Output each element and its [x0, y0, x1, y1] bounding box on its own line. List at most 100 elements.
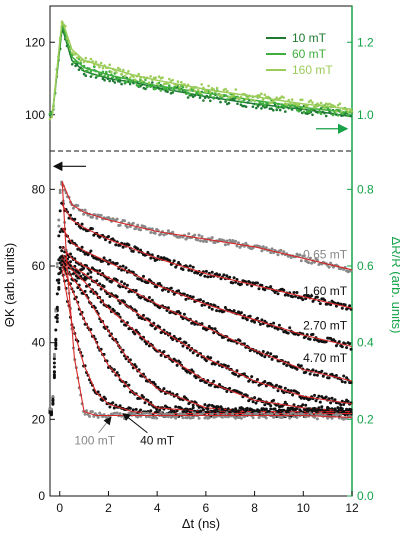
bottom-data-point: [276, 389, 280, 393]
top-data-point: [273, 101, 277, 105]
top-left-y-tick-label: 120: [25, 35, 45, 49]
top-data-point: [76, 60, 79, 64]
bottom-data-point: [248, 281, 252, 285]
bottom-data-point: [153, 231, 157, 235]
bottom-data-point: [124, 380, 128, 384]
bottom-data-point: [57, 224, 61, 228]
top-data-point: [237, 97, 241, 100]
top-data-point: [128, 76, 132, 80]
bottom-data-point: [295, 416, 299, 419]
bottom-data-point: [215, 309, 219, 313]
bottom-data-point: [318, 302, 322, 306]
bottom-data-point: [193, 411, 197, 415]
bottom-data-point: [324, 395, 328, 399]
top-data-point: [147, 81, 151, 84]
bottom-data-point: [180, 412, 183, 416]
top-data-point: [263, 104, 267, 107]
bottom-data-point: [162, 350, 166, 354]
bottom-data-point: [201, 411, 205, 415]
bottom-data-point: [334, 344, 338, 348]
bottom-data-point: [80, 222, 84, 226]
top-data-point: [120, 72, 123, 76]
bottom-data-point: [330, 416, 334, 420]
bottom-data-point: [124, 266, 128, 270]
top-data-point: [156, 82, 159, 86]
bottom-data-point: [310, 294, 314, 298]
top-data-point: [168, 84, 171, 87]
bottom-data-point: [54, 309, 58, 313]
bottom-data-point: [185, 293, 189, 297]
bottom-data-point: [60, 263, 64, 267]
bottom-data-point: [134, 226, 138, 230]
bottom-data-point: [231, 281, 235, 285]
bottom-data-point: [226, 407, 230, 411]
bottom-data-point: [83, 289, 87, 293]
bottom-data-point: [95, 216, 99, 220]
bottom-data-point: [203, 403, 207, 407]
left-y-tick-label: 20: [32, 412, 46, 426]
bottom-data-point: [90, 227, 94, 231]
top-data-point: [58, 36, 62, 40]
top-data-point: [89, 57, 93, 61]
bottom-data-point: [58, 188, 62, 192]
bottom-data-point: [108, 405, 112, 409]
right-y-tick-label: 0.6: [357, 259, 374, 273]
bottom-data-point: [82, 212, 86, 216]
top-data-point: [273, 98, 277, 101]
top-data-point: [53, 88, 57, 91]
bottom-data-point: [171, 338, 175, 341]
bottom-data-point: [60, 254, 64, 258]
top-right-y-tick-label: 1.0: [357, 108, 374, 122]
bottom-data-point: [184, 341, 188, 345]
bottom-data-point: [228, 410, 232, 414]
top-data-point: [154, 76, 157, 79]
bottom-data-point: [52, 361, 56, 365]
bottom-data-point: [118, 412, 122, 416]
top-data-point: [318, 103, 321, 107]
top-data-point: [340, 110, 343, 113]
top-data-point: [110, 73, 113, 76]
right-y-tick-label: 0.2: [357, 412, 374, 426]
top-data-point: [101, 70, 105, 74]
bottom-data-point: [136, 247, 140, 251]
bottom-data-point: [235, 369, 239, 373]
bottom-data-point: [149, 256, 153, 260]
bottom-data-point: [201, 408, 205, 412]
top-data-point: [57, 55, 60, 58]
bottom-data-point: [112, 309, 116, 313]
bottom-data-point: [77, 271, 81, 275]
bottom-data-point: [112, 368, 116, 372]
bottom-data-point: [276, 292, 280, 296]
top-data-point: [118, 76, 122, 80]
bottom-data-point: [317, 394, 321, 398]
bottom-data-point: [213, 327, 217, 331]
bottom-data-point: [166, 229, 170, 233]
top-data-point: [277, 98, 280, 101]
bottom-data-point: [231, 412, 235, 416]
bottom-data-point: [199, 298, 202, 302]
top-data-point: [128, 82, 132, 86]
right-y-tick-label: 0.4: [357, 336, 374, 350]
bottom-data-point: [83, 412, 87, 416]
bottom-data-point: [209, 356, 213, 360]
top-data-point: [133, 78, 137, 82]
top-data-point: [198, 91, 202, 94]
top-data-point: [205, 94, 209, 98]
bottom-data-point: [115, 261, 119, 265]
top-data-point: [132, 75, 135, 79]
top-data-point: [139, 76, 142, 80]
bottom-data-point: [263, 355, 267, 359]
bottom-data-point: [234, 409, 238, 413]
top-data-point: [224, 100, 227, 103]
top-data-point: [220, 94, 224, 98]
bottom-panel: 0.65 mT 1.60 mT 2.70 mT 4.70 mT 100 mT 40 mT: [48, 161, 353, 447]
top-data-point: [77, 68, 81, 71]
top-data-point: [275, 96, 279, 99]
bottom-data-point: [57, 281, 61, 285]
bottom-data-point: [270, 247, 274, 251]
bottom-data-point: [184, 297, 188, 301]
bottom-data-point: [171, 412, 175, 416]
x-tick-label: 6: [203, 501, 210, 515]
top-data-point: [260, 92, 263, 95]
top-data-point: [311, 107, 314, 111]
